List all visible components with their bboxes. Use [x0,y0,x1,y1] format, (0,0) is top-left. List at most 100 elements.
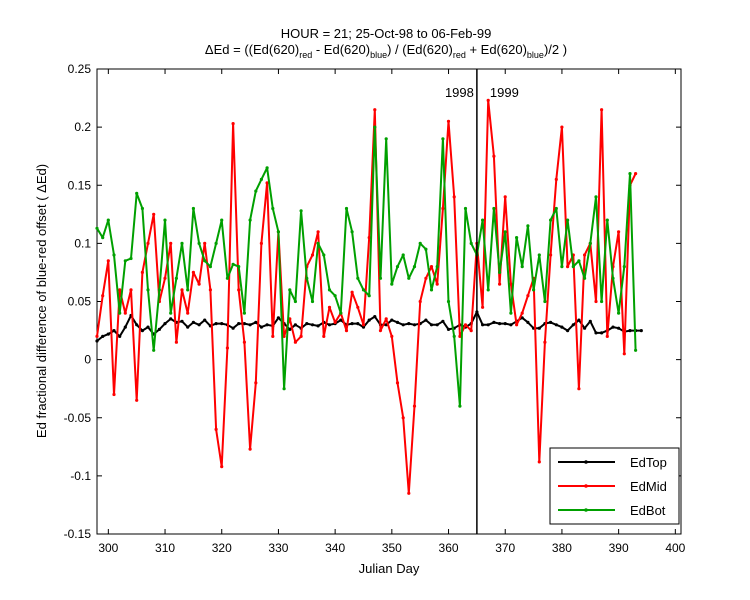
data-point-edmid [441,206,445,211]
data-point-edbot [611,276,615,280]
data-point-edtop [367,318,371,322]
data-point-edmid [101,294,105,298]
data-point-edtop [350,322,354,326]
data-point-edbot [310,299,315,304]
x-tick-label: 380 [552,541,572,555]
data-point-edmid [191,270,195,274]
data-point-edmid [549,253,553,257]
data-point-edbot [515,236,519,240]
data-point-edmid [526,294,530,298]
data-point-edmid [418,299,422,304]
data-point-edbot [492,206,496,211]
x-tick-label: 390 [609,541,629,555]
data-point-edmid [515,323,519,327]
data-point-edmid [265,181,269,185]
data-point-edbot [186,288,190,292]
data-point-edtop [577,318,581,322]
data-point-edbot [248,218,252,222]
y-tick-label: 0.1 [74,236,91,250]
data-point-edtop [231,326,235,330]
data-point-edmid [622,352,626,356]
data-point-edtop [191,320,195,324]
data-point-edmid [361,323,366,327]
data-point-edbot [333,294,337,298]
data-point-edbot [378,276,383,280]
data-point-edmid [299,334,303,338]
data-point-edmid [395,381,400,385]
data-point-edtop [163,322,167,326]
data-point-edbot [288,288,292,292]
data-point-edbot [101,236,105,240]
data-point-edtop [435,323,439,327]
data-point-edbot [634,348,638,352]
data-point-edmid [577,387,581,391]
title-sub-blue-2: blue [527,50,544,60]
legend-item-edmid: EdMid [558,479,667,494]
data-point-edbot [463,206,468,211]
series-edmid [95,98,638,495]
legend-label: EdMid [630,479,667,494]
data-point-edtop [316,324,320,328]
data-point-edmid [169,241,173,245]
data-point-edmid [254,381,258,385]
data-point-edtop [327,323,332,327]
data-point-edtop [265,323,269,327]
legend-items: EdTop EdMid EdBot [558,455,667,518]
data-point-edmid [208,288,212,292]
data-point-edbot [293,299,297,304]
title-part-0: ΔEd = ((Ed(620) [205,42,299,57]
data-point-edmid [174,340,178,344]
data-point-edmid [486,98,490,102]
y-tick-label: 0.25 [68,62,92,76]
data-point-edmid [452,195,456,199]
data-point-edmid [248,447,252,451]
year-label-1998: 1998 [445,85,474,100]
x-tick-label: 300 [98,541,118,555]
data-point-edbot [520,265,524,269]
data-point-edbot [571,265,575,269]
data-point-edtop [395,320,400,324]
data-point-edtop [254,320,258,324]
data-point-edtop [95,339,99,343]
data-point-edbot [214,241,218,245]
data-point-edbot [583,276,587,280]
data-point-edbot [203,259,207,263]
x-tick-label: 330 [268,541,288,555]
data-point-edbot [123,259,127,263]
data-point-edmid [118,288,122,292]
data-point-edtop [628,329,632,333]
data-point-edmid [214,427,218,431]
data-point-edmid [594,299,598,304]
data-point-edbot [600,299,604,304]
data-point-edmid [293,340,297,344]
data-point-edmid [231,122,235,126]
legend-marker [584,460,588,464]
data-point-edmid [566,265,570,269]
data-point-edbot [299,209,303,213]
data-point-edmid [220,465,224,469]
data-point-edbot [106,218,110,222]
data-point-edmid [583,253,587,257]
data-point-edmid [322,334,326,338]
data-point-edmid [310,253,315,257]
data-point-edtop [259,325,263,329]
data-point-edbot [140,206,144,211]
data-point-edbot [617,311,621,315]
data-point-edbot [356,276,360,280]
data-point-edmid [407,491,411,495]
data-point-edmid [509,282,513,286]
data-point-edtop [401,323,405,327]
data-point-edmid [112,392,116,397]
data-point-edtop [498,322,502,326]
data-point-edbot [225,276,229,280]
y-tick-label: 0.05 [68,295,92,309]
data-point-edtop [509,323,513,327]
title-sub-blue-1: blue [370,50,387,60]
data-point-edtop [146,325,150,329]
y-tick-label: -0.05 [64,411,92,425]
data-point-edmid [537,460,541,464]
series-line-edbot [96,126,637,408]
data-point-edtop [441,319,445,323]
data-point-edtop [639,329,643,333]
data-point-edtop [305,322,309,326]
